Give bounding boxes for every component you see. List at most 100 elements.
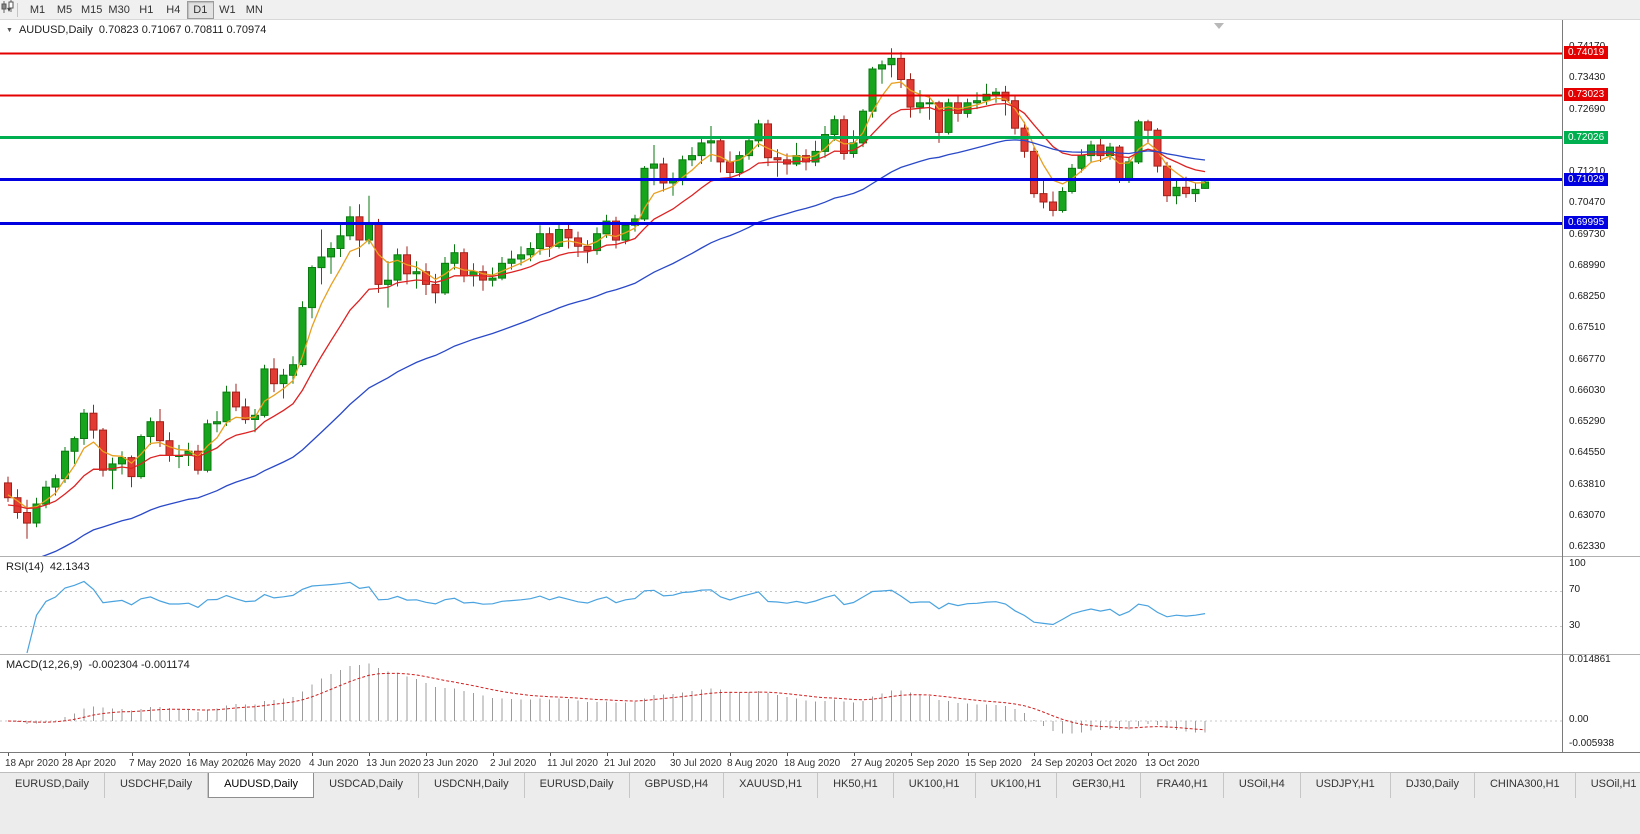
macd-indicator-chart[interactable] [0,655,1562,752]
time-axis-tick [730,753,731,756]
candlestick-chart-icon [1,0,14,13]
time-axis-label: 4 Jun 2020 [309,758,359,769]
chart-tab-usoil-h4[interactable]: USOil,H4 [1223,773,1301,798]
chart-tab-usdchf-daily[interactable]: USDCHF,Daily [104,773,209,798]
timeframe-button-h4[interactable]: H4 [160,1,187,19]
timeframe-button-mn[interactable]: MN [241,1,268,19]
price-axis-label: 0.70470 [1569,197,1606,208]
chart-tab-dj30-daily[interactable]: DJ30,Daily [1390,773,1475,798]
time-axis-tick [1148,753,1149,756]
rsi-panel[interactable]: RSI(14) 42.1343 [0,556,1562,654]
chart-tab-eurusd-daily[interactable]: EURUSD,Daily [0,773,105,798]
time-axis-label: 27 Aug 2020 [851,758,908,769]
price-axis-label: 0.72690 [1569,104,1606,115]
time-axis-tick [1091,753,1092,756]
rsi-indicator-chart[interactable] [0,557,1562,654]
time-axis-label: 30 Jul 2020 [670,758,722,769]
price-axis-label: 0.71210 [1569,166,1606,177]
chart-shift-marker[interactable] [1214,23,1224,29]
time-axis-label: 28 Apr 2020 [62,758,116,769]
time-axis-tick [426,753,427,756]
chart-tab-uk100-h1[interactable]: UK100,H1 [975,773,1058,798]
price-line-badge: 0.73023 [1564,88,1609,101]
macd-label: MACD(12,26,9) [6,659,83,671]
chart-tab-xauusd-h1[interactable]: XAUUSD,H1 [724,773,819,798]
rsi-title: RSI(14) 42.1343 [6,561,90,573]
chart-tab-usdcnh-daily[interactable]: USDCNH,Daily [419,773,525,798]
macd-panel[interactable]: MACD(12,26,9) -0.002304 -0.001174 [0,654,1562,752]
chart-ohlc-values: 0.70823 0.71067 0.70811 0.70974 [98,24,267,36]
time-axis-label: 5 Sep 2020 [908,758,960,769]
time-axis-tick [493,753,494,756]
price-axis-label: 0.73430 [1569,72,1606,83]
price-axis-label: 0.69730 [1569,229,1606,240]
macd-values: -0.002304 -0.001174 [88,659,190,671]
chart-tab-china300-h1[interactable]: CHINA300,H1 [1474,773,1576,798]
time-axis-tick [369,753,370,756]
time-axis-tick [911,753,912,756]
time-axis-label: 16 May 2020 [186,758,244,769]
price-axis-label: 0.66770 [1569,354,1606,365]
chart-tab-uk100-h1[interactable]: UK100,H1 [893,773,976,798]
time-axis-tick [550,753,551,756]
macd-axis-label: -0.005938 [1569,738,1615,749]
chart-tab-hk50-h1[interactable]: HK50,H1 [818,773,894,798]
toolbar-separator [17,2,19,17]
price-axis-label: 0.63070 [1569,510,1606,521]
chart-tab-usoil-h1[interactable]: USOil,H1 [1575,773,1640,798]
chart-tabs: EURUSD,Daily USDCHF,Daily AUDUSD,Daily USDC… [0,773,1640,798]
collapse-triangle-icon[interactable]: ▼ [6,26,13,34]
chart-tab-usdcad-daily[interactable]: USDCAD,Daily [314,773,420,798]
rsi-axis-label: 70 [1569,584,1581,595]
chart-type-button[interactable]: ▾ [1,0,14,19]
timeframe-buttons-group: M1 M5 M15 M30 H1 H4 D1 W1 MN [24,0,268,19]
time-axis-tick [1034,753,1035,756]
time-axis-tick [673,753,674,756]
macd-axis-label: 0.00 [1569,714,1589,725]
chart-symbol-label: AUDUSD,Daily [18,24,93,36]
chart-tab-fra40-h1[interactable]: FRA40,H1 [1141,773,1224,798]
timeframe-button-m5[interactable]: M5 [51,1,78,19]
rsi-axis-label: 100 [1569,558,1586,569]
timeframe-toolbar: ▾ M1 M5 M15 M30 H1 H4 D1 W1 MN [0,0,1640,20]
axis-separator [1563,654,1640,655]
dropdown-caret-icon: ▾ [7,5,12,14]
chart-tab-eurusd-daily[interactable]: EURUSD,Daily [524,773,630,798]
price-axis: 0.741700.734300.726900.719500.712100.704… [1562,20,1640,752]
timeframe-button-d1[interactable]: D1 [186,0,214,19]
timeframe-button-m1[interactable]: M1 [24,1,51,19]
time-axis-tick [189,753,190,756]
price-axis-label: 0.68990 [1569,260,1606,271]
time-axis-label: 21 Jul 2020 [604,758,656,769]
rsi-axis-label: 30 [1569,620,1581,631]
price-axis-label: 0.63810 [1569,479,1606,490]
price-axis-label: 0.65290 [1569,416,1606,427]
chart-tab-bar: EURUSD,Daily USDCHF,Daily AUDUSD,Daily USDC… [0,772,1640,834]
time-axis: 18 Apr 2020 28 Apr 2020 7 May 2020 16 May 2… [0,752,1640,772]
price-axis-label: 0.62330 [1569,541,1606,552]
price-line-badge: 0.71029 [1564,173,1609,186]
timeframe-button-w1[interactable]: W1 [214,1,241,19]
time-axis-tick [787,753,788,756]
time-axis-label: 8 Aug 2020 [727,758,778,769]
time-axis-label: 23 Jun 2020 [423,758,479,769]
timeframe-button-m15[interactable]: M15 [78,1,105,19]
time-axis-label: 13 Jun 2020 [366,758,422,769]
timeframe-button-m30[interactable]: M30 [105,1,132,19]
time-axis-tick [132,753,133,756]
time-axis-label: 3 Oct 2020 [1088,758,1137,769]
price-axis-label: 0.66030 [1569,385,1606,396]
candlestick-chart[interactable] [0,20,1562,556]
rsi-label: RSI(14) [6,561,44,573]
macd-axis-label: 0.014861 [1569,654,1611,665]
time-axis-label: 26 May 2020 [243,758,301,769]
chart-tab-audusd-daily[interactable]: AUDUSD,Daily [208,773,315,798]
price-chart-panel[interactable]: ▼ AUDUSD,Daily 0.70823 0.71067 0.70811 0… [0,20,1562,556]
chart-tab-ger30-h1[interactable]: GER30,H1 [1057,773,1142,798]
rsi-value: 42.1343 [49,561,90,573]
chart-tab-gbpusd-h4[interactable]: GBPUSD,H4 [629,773,725,798]
price-axis-label: 0.68250 [1569,291,1606,302]
chart-tab-usdjpy-h1[interactable]: USDJPY,H1 [1300,773,1391,798]
timeframe-button-h1[interactable]: H1 [133,1,160,19]
